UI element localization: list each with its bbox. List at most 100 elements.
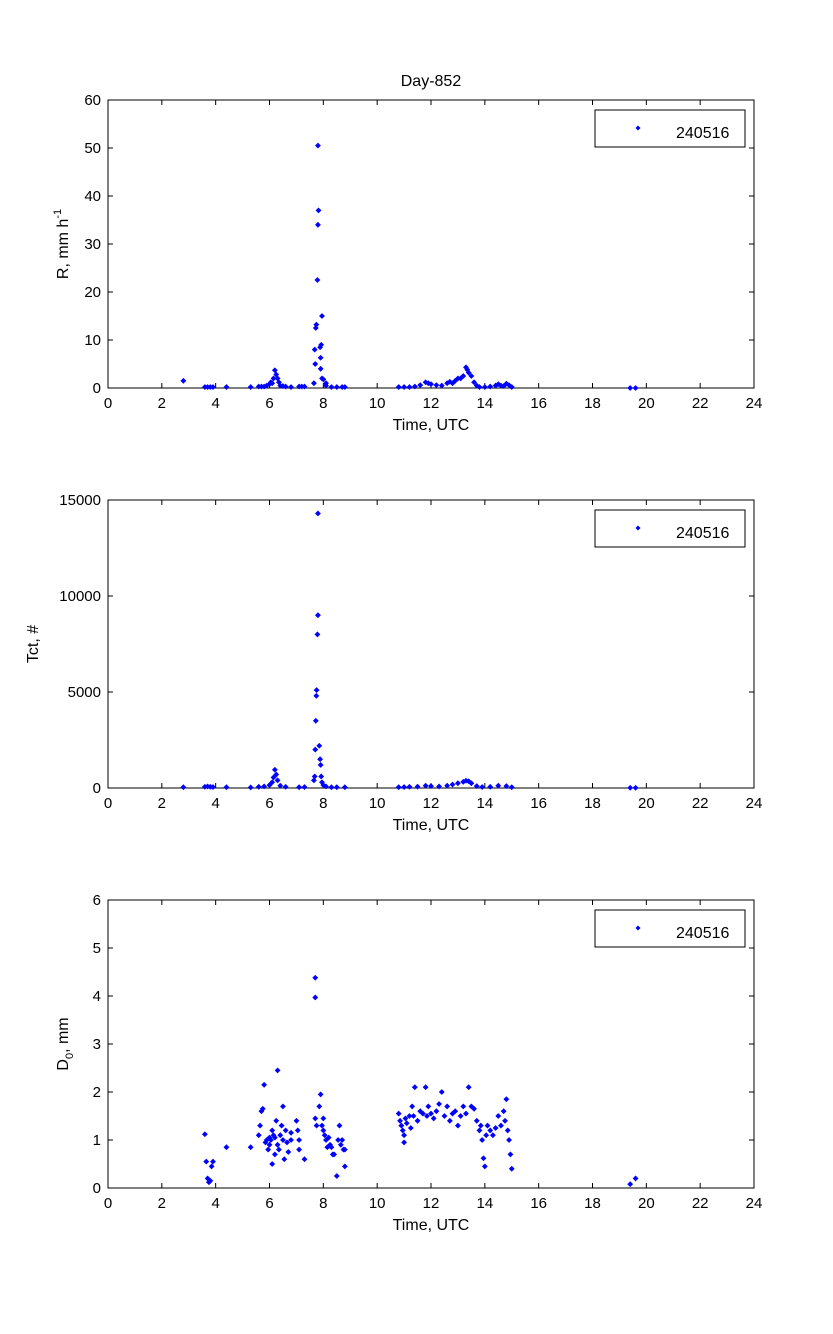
data-point — [403, 1120, 410, 1127]
data-point — [265, 1146, 272, 1153]
data-point — [259, 1105, 266, 1112]
data-point — [317, 365, 324, 372]
legend-label: 240516 — [676, 125, 729, 142]
data-point — [401, 1132, 408, 1139]
x-tick-label: 6 — [265, 795, 273, 812]
y-tick-label: 2 — [93, 1084, 101, 1101]
data-point — [274, 1141, 281, 1148]
x-tick-label: 10 — [369, 395, 386, 412]
data-point — [301, 784, 308, 790]
data-point — [341, 384, 348, 390]
data-point — [318, 773, 325, 780]
data-point — [401, 1139, 408, 1146]
data-point — [411, 383, 418, 390]
x-tick-label: 24 — [746, 1195, 763, 1212]
y-tick-label: 1 — [93, 1132, 101, 1149]
data-point — [210, 784, 216, 790]
y-tick-label: 30 — [84, 236, 101, 253]
x-axis-label: Time, UTC — [393, 817, 470, 834]
data-point — [460, 373, 467, 379]
data-point — [460, 1103, 467, 1110]
y-tick-label: 20 — [84, 284, 101, 301]
data-point — [311, 346, 318, 353]
y-tick-label: 4 — [93, 988, 101, 1005]
plot-area — [107, 99, 755, 389]
data-point — [274, 777, 281, 784]
x-tick-label: 6 — [265, 395, 273, 412]
data-point — [480, 1155, 487, 1162]
legend-box — [594, 509, 746, 548]
legend-box — [594, 109, 746, 148]
x-tick-label: 0 — [104, 1195, 112, 1212]
data-point — [317, 756, 324, 763]
data-point — [314, 631, 321, 638]
data-point — [463, 1110, 469, 1117]
y-tick-label: 40 — [84, 188, 101, 205]
y-tick-label: 5000 — [68, 684, 101, 701]
data-point — [487, 383, 494, 390]
data-point — [267, 1137, 274, 1143]
data-point — [433, 1108, 440, 1115]
legend: 240516 — [594, 109, 746, 148]
x-tick-label: 18 — [584, 1195, 601, 1212]
data-point — [317, 354, 324, 361]
data-point — [269, 380, 276, 387]
data-point — [331, 1151, 338, 1158]
data-point — [465, 1084, 472, 1091]
data-point — [269, 1161, 276, 1167]
data-point — [506, 1137, 512, 1143]
data-point — [320, 1115, 327, 1122]
data-point — [452, 1108, 459, 1115]
data-point — [315, 510, 321, 517]
data-point — [632, 385, 639, 391]
data-point — [223, 784, 230, 791]
x-tick-label: 10 — [369, 795, 386, 812]
data-point — [471, 1105, 477, 1112]
plot-area — [107, 499, 755, 789]
data-point — [395, 784, 402, 791]
data-point — [424, 1113, 430, 1119]
legend-marker — [635, 525, 641, 531]
data-point — [449, 781, 456, 788]
data-point — [180, 784, 187, 791]
data-point — [500, 1108, 507, 1115]
data-point — [436, 783, 442, 790]
y-axis-label: R, mm h-1 — [52, 209, 72, 279]
legend: 240516 — [594, 509, 746, 548]
data-point — [479, 1137, 486, 1143]
data-point — [428, 381, 434, 388]
data-point — [223, 1144, 230, 1151]
y-tick-label: 10000 — [59, 588, 101, 605]
x-tick-label: 10 — [369, 1195, 386, 1212]
y-tick-label: 0 — [93, 1180, 101, 1197]
data-point — [503, 783, 510, 790]
data-point — [428, 783, 434, 790]
data-point — [312, 746, 319, 753]
x-tick-label: 12 — [423, 1195, 440, 1212]
legend-box — [594, 909, 746, 948]
legend-label: 240516 — [676, 925, 729, 942]
data-point — [223, 384, 230, 390]
x-tick-label: 24 — [746, 795, 763, 812]
data-point — [454, 1122, 461, 1129]
data-point — [407, 1125, 414, 1131]
data-point — [479, 784, 486, 790]
data-point — [312, 717, 319, 724]
data-point — [428, 1110, 434, 1117]
data-point — [508, 384, 515, 390]
data-point — [273, 1117, 280, 1124]
subplot-1: 0 2 4 6 8 10 12 14 16 18 20 22 240102030405060Time, … — [52, 92, 762, 434]
x-tick-label: 14 — [476, 1195, 493, 1212]
chart-title: Day-852 — [401, 73, 462, 90]
data-point — [273, 771, 280, 778]
data-point — [282, 783, 289, 790]
data-point — [296, 784, 303, 791]
data-point — [277, 1132, 284, 1139]
x-tick-label: 8 — [319, 795, 327, 812]
data-point — [333, 784, 340, 791]
data-point — [280, 1137, 286, 1143]
x-tick-label: 12 — [423, 395, 440, 412]
data-point — [310, 777, 317, 784]
subplot-2: 0 2 4 6 8 10 12 14 16 18 20 22 24050001000015000Time… — [25, 492, 762, 834]
